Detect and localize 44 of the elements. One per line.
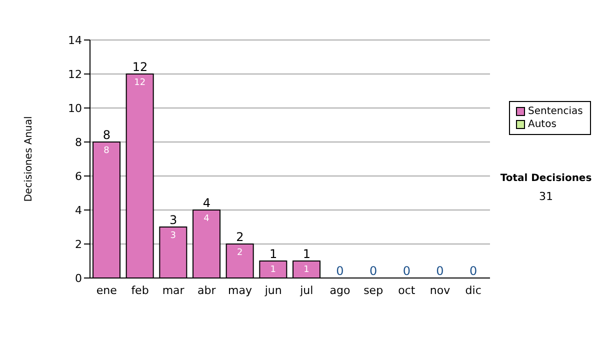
x-tick-label: nov xyxy=(430,284,451,297)
x-tick-label: jun xyxy=(264,284,282,297)
x-tick-label: may xyxy=(228,284,252,297)
total-label: 0 xyxy=(402,264,410,278)
total-label: 4 xyxy=(202,196,210,210)
x-tick-label: ago xyxy=(330,284,350,297)
y-tick-label: 12 xyxy=(68,68,82,81)
x-tick-label: oct xyxy=(398,284,416,297)
y-tick-label: 8 xyxy=(75,136,82,149)
x-tick-label: dic xyxy=(465,284,482,297)
total-label: 0 xyxy=(436,264,444,278)
y-tick-label: 4 xyxy=(75,204,82,217)
text: Total Decisiones xyxy=(499,172,593,186)
legend-label: Sentencias xyxy=(528,105,583,118)
total-label: 12 xyxy=(132,60,148,74)
data-label: 3 xyxy=(170,231,176,241)
total-label: 2 xyxy=(236,230,244,244)
x-tick-label: feb xyxy=(131,284,149,297)
data-label: 4 xyxy=(204,214,210,224)
data-label: 8 xyxy=(104,146,110,156)
data-label: 1 xyxy=(304,265,310,275)
total-label: 0 xyxy=(370,264,378,278)
data-label: 12 xyxy=(134,78,146,88)
x-tick-label: mar xyxy=(162,284,185,297)
x-tick-label: sep xyxy=(364,284,384,297)
y-tick-label: 6 xyxy=(75,170,82,183)
legend-label: Autos xyxy=(528,118,556,131)
y-tick-label: 14 xyxy=(68,34,82,47)
total-label: 8 xyxy=(102,128,110,142)
total-label: 0 xyxy=(336,264,344,278)
y-axis-title: Decisiones Anual xyxy=(24,116,35,202)
text: 31 xyxy=(538,189,554,205)
total-label: 3 xyxy=(170,213,178,227)
y-tick-label: 0 xyxy=(75,272,82,285)
data-label: 1 xyxy=(270,265,276,275)
x-tick-label: jul xyxy=(299,284,314,297)
y-tick-label: 10 xyxy=(68,102,82,115)
x-tick-label: ene xyxy=(96,284,118,297)
data-label: 2 xyxy=(236,248,243,258)
x-tick-label: abr xyxy=(198,284,216,297)
total-label: 1 xyxy=(270,247,278,261)
total-label: 1 xyxy=(302,247,310,261)
total-label: 0 xyxy=(470,264,478,278)
y-tick-label: 2 xyxy=(75,238,82,251)
